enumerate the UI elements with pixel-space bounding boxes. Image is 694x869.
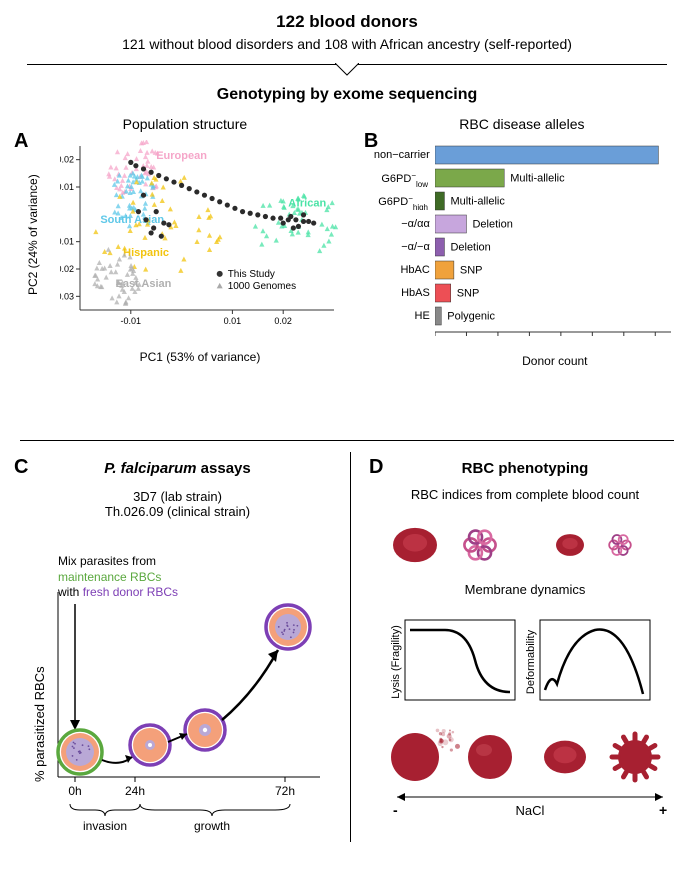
chevron-down-icon <box>335 63 359 77</box>
mix-line-1: Mix parasites from <box>58 554 178 570</box>
row-ab: A Population structure -0.010.010.02-0.0… <box>0 104 694 380</box>
svg-text:African: African <box>288 198 326 210</box>
strain-2: Th.026.09 (clinical strain) <box>10 504 345 519</box>
panel-d-line1: RBC indices from complete blood count <box>365 487 685 502</box>
membrane-curves: Lysis (Fragility) Deformability <box>375 602 675 712</box>
svg-text:invasion: invasion <box>83 819 127 833</box>
svg-text:South Asian: South Asian <box>100 214 164 226</box>
rbc-indices-diagram <box>375 510 675 575</box>
header-subtitle: 121 without blood disorders and 108 with… <box>20 36 674 52</box>
panel-c-title-italic: P. falciparum <box>104 460 196 477</box>
svg-text:24h: 24h <box>125 784 145 798</box>
nacl-diagram: - + NaCl <box>375 717 675 832</box>
header: 122 blood donors 121 without blood disor… <box>0 0 694 56</box>
svg-text:-: - <box>393 802 398 818</box>
svg-text:G6PD−low: G6PD−low <box>381 170 428 187</box>
svg-text:This Study: This Study <box>228 269 275 280</box>
svg-text:Multi-allelic: Multi-allelic <box>510 173 565 185</box>
panel-b-title: RBC disease alleles <box>360 116 684 132</box>
panel-c-title: P. falciparum assays <box>10 460 345 477</box>
panel-a-ylabel: PC2 (24% of variance) <box>26 174 40 295</box>
panel-d: D RBC phenotyping RBC indices from compl… <box>365 452 685 847</box>
row-divider <box>20 440 674 441</box>
svg-text:0h: 0h <box>68 784 81 798</box>
panel-a-title: Population structure <box>10 116 360 132</box>
bar-chart: Multi-allelic Multi-allelic Deletion Deleti… <box>435 142 675 337</box>
svg-text:growth: growth <box>194 819 230 833</box>
panel-d-label: D <box>369 456 383 479</box>
panel-c: C P. falciparum assays 3D7 (lab strain) … <box>10 452 345 847</box>
panel-a: A Population structure -0.010.010.02-0.0… <box>10 110 360 380</box>
svg-text:+: + <box>659 802 667 818</box>
panel-b: B RBC disease alleles Multi-allelicMulti… <box>360 110 684 380</box>
assay-diagram: 0h 24h 72h invasion growth <box>40 582 350 842</box>
panel-a-label: A <box>14 130 28 153</box>
svg-text:SNP: SNP <box>457 288 480 300</box>
svg-text:European: European <box>156 150 207 162</box>
svg-text:Lysis (Fragility): Lysis (Fragility) <box>390 625 402 699</box>
svg-text:G6PD−high: G6PD−high <box>378 193 428 210</box>
svg-text:Deletion: Deletion <box>450 242 490 254</box>
svg-text:-0.01: -0.01 <box>121 316 142 326</box>
panel-d-line2: Membrane dynamics <box>365 582 685 597</box>
svg-text:0.02: 0.02 <box>60 155 74 165</box>
svg-text:Polygenic: Polygenic <box>447 311 495 323</box>
svg-text:Multi-allelic: Multi-allelic <box>450 196 505 208</box>
svg-text:NaCl: NaCl <box>516 803 545 818</box>
panel-c-label: C <box>14 456 28 479</box>
strain-1: 3D7 (lab strain) <box>10 489 345 504</box>
panel-b-xlabel: Donor count <box>435 354 675 368</box>
panel-c-title-suffix: assays <box>197 460 251 477</box>
svg-text:0.01: 0.01 <box>224 316 242 326</box>
svg-text:72h: 72h <box>275 784 295 798</box>
panel-a-xlabel: PC1 (53% of variance) <box>60 350 340 364</box>
svg-text:-0.01: -0.01 <box>60 237 74 247</box>
pca-scatter: -0.01 0.01 0.02 -0.03 -0.02 -0.01 0.01 0.02 Euro… <box>60 140 340 330</box>
svg-text:-0.03: -0.03 <box>60 291 74 301</box>
header-title: 122 blood donors <box>20 12 674 32</box>
svg-text:-0.02: -0.02 <box>60 264 74 274</box>
svg-text:1000 Genomes: 1000 Genomes <box>228 281 296 292</box>
svg-text:Deletion: Deletion <box>472 219 512 231</box>
svg-text:East Asian: East Asian <box>116 278 172 290</box>
header-divider <box>27 64 667 82</box>
svg-text:0.01: 0.01 <box>60 182 74 192</box>
svg-text:SNP: SNP <box>460 265 483 277</box>
svg-text:Deformability: Deformability <box>525 629 537 694</box>
panel-d-title: RBC phenotyping <box>365 460 685 477</box>
svg-text:0.02: 0.02 <box>274 316 292 326</box>
col-divider <box>350 452 351 842</box>
genotyping-title: Genotyping by exome sequencing <box>0 86 694 104</box>
